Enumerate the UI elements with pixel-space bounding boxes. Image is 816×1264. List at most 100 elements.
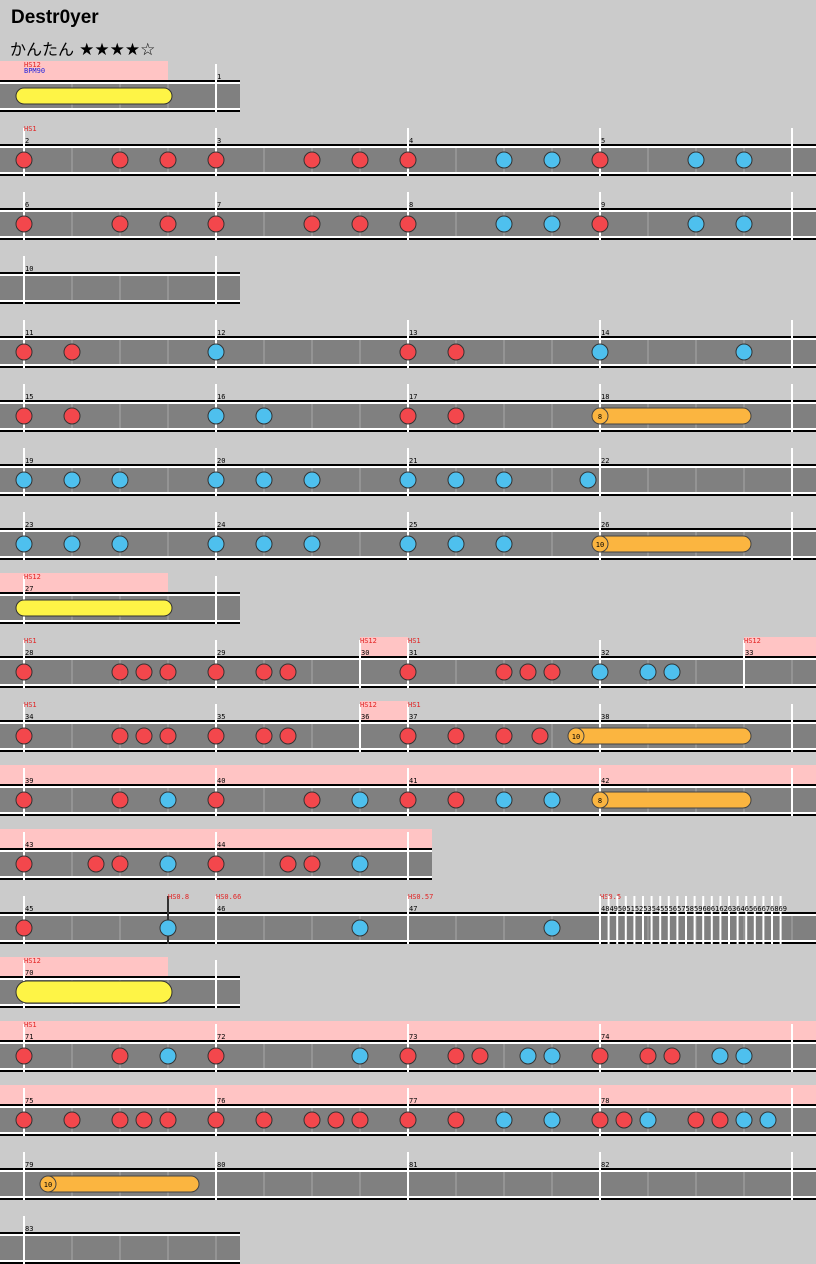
beat-line bbox=[647, 1172, 649, 1196]
measure-number: 81 bbox=[409, 1161, 417, 1169]
bar-line bbox=[779, 896, 782, 944]
ka-note bbox=[495, 1111, 513, 1129]
don-note bbox=[399, 215, 417, 233]
lane-border-bottom bbox=[0, 110, 240, 112]
scroll-speed-label: HS12 bbox=[24, 61, 41, 69]
beat-line bbox=[71, 1044, 73, 1068]
lane-border-bottom-light bbox=[0, 620, 240, 622]
bar-line bbox=[23, 1152, 25, 1200]
don-note bbox=[111, 1111, 129, 1129]
bar-line bbox=[702, 896, 705, 944]
measure-number: 14 bbox=[601, 329, 609, 337]
don-note bbox=[207, 727, 225, 745]
bar-line bbox=[710, 896, 713, 944]
drumroll-note bbox=[568, 727, 752, 745]
measure-number-cluster: 4849505152535455565758596061626364656667… bbox=[601, 905, 787, 913]
beat-line bbox=[455, 212, 457, 236]
balloon-note bbox=[15, 87, 173, 105]
measure-number: 37 bbox=[409, 713, 417, 721]
measure-number: 8 bbox=[409, 201, 413, 209]
ka-note bbox=[639, 1111, 657, 1129]
scroll-speed-label: HS12 bbox=[360, 701, 377, 709]
ka-note bbox=[495, 471, 513, 489]
measure-number: 82 bbox=[601, 1161, 609, 1169]
beat-line bbox=[71, 852, 73, 876]
beat-line bbox=[503, 916, 505, 940]
ka-note bbox=[591, 343, 609, 361]
drumroll-note bbox=[592, 791, 752, 809]
measure-number: 80 bbox=[217, 1161, 225, 1169]
ka-note bbox=[591, 663, 609, 681]
measure-number: 19 bbox=[25, 457, 33, 465]
bar-line bbox=[791, 704, 793, 752]
don-note bbox=[87, 855, 105, 873]
measure-number: 38 bbox=[601, 713, 609, 721]
ka-note bbox=[711, 1047, 729, 1065]
ka-note bbox=[447, 471, 465, 489]
don-note bbox=[399, 407, 417, 425]
ka-note bbox=[543, 791, 561, 809]
ka-note bbox=[159, 919, 177, 937]
don-note bbox=[447, 343, 465, 361]
beat-line bbox=[503, 404, 505, 428]
bar-line bbox=[215, 576, 217, 624]
bar-line bbox=[753, 896, 756, 944]
lane-border-top-light bbox=[0, 1234, 240, 1236]
drumroll-count: 10 bbox=[572, 733, 580, 741]
measure-number: 18 bbox=[601, 393, 609, 401]
bar-line bbox=[633, 896, 636, 944]
scroll-speed-label: HS0.66 bbox=[216, 893, 241, 901]
scroll-speed-label: HS1 bbox=[24, 701, 37, 709]
don-note bbox=[543, 663, 561, 681]
measure-number: 2 bbox=[25, 137, 29, 145]
lane-border-bottom bbox=[0, 1006, 240, 1008]
don-note bbox=[351, 215, 369, 233]
don-note bbox=[279, 663, 297, 681]
don-note bbox=[663, 1047, 681, 1065]
measure-row: 70 HS12 bbox=[0, 957, 240, 1008]
ka-note bbox=[519, 1047, 537, 1065]
beat-line bbox=[551, 724, 553, 748]
beat-line bbox=[311, 1172, 313, 1196]
drumroll-count: 10 bbox=[596, 541, 604, 549]
beat-line bbox=[551, 468, 553, 492]
measure-number: 40 bbox=[217, 777, 225, 785]
ka-note bbox=[63, 471, 81, 489]
measure-row: 39 40 41 42 8 bbox=[0, 765, 816, 816]
don-note bbox=[15, 727, 33, 745]
beat-line bbox=[119, 916, 121, 940]
hs-highlight bbox=[744, 637, 816, 658]
ka-note bbox=[351, 855, 369, 873]
don-note bbox=[639, 1047, 657, 1065]
bar-line bbox=[736, 896, 739, 944]
don-note bbox=[351, 151, 369, 169]
scroll-speed-label: HS1 bbox=[408, 701, 421, 709]
don-note bbox=[591, 215, 609, 233]
measure-number: 35 bbox=[217, 713, 225, 721]
bar-line bbox=[791, 1024, 793, 1072]
drumroll-note bbox=[40, 1175, 200, 1193]
measure-row: 19 20 21 22 bbox=[0, 448, 816, 496]
drumroll-head bbox=[39, 1175, 57, 1193]
beat-line bbox=[743, 468, 745, 492]
drumroll-head bbox=[591, 407, 609, 425]
don-note bbox=[15, 407, 33, 425]
bar-line bbox=[791, 1152, 793, 1200]
beat-line bbox=[359, 532, 361, 556]
don-note bbox=[63, 1111, 81, 1129]
ka-note bbox=[543, 1047, 561, 1065]
scroll-speed-label: HS0.8 bbox=[168, 893, 189, 901]
beat-line bbox=[743, 916, 745, 940]
lane-border-bottom-light bbox=[0, 1260, 240, 1262]
beat-line bbox=[647, 916, 649, 940]
lane-border-bottom bbox=[0, 302, 240, 304]
beat-line bbox=[791, 916, 793, 940]
don-note bbox=[279, 855, 297, 873]
beat-line bbox=[551, 404, 553, 428]
lane-border-top bbox=[0, 80, 240, 82]
don-note bbox=[399, 1111, 417, 1129]
measure-row: 23 24 25 26 10 bbox=[0, 512, 816, 560]
measure-number: 42 bbox=[601, 777, 609, 785]
beat-line bbox=[263, 340, 265, 364]
